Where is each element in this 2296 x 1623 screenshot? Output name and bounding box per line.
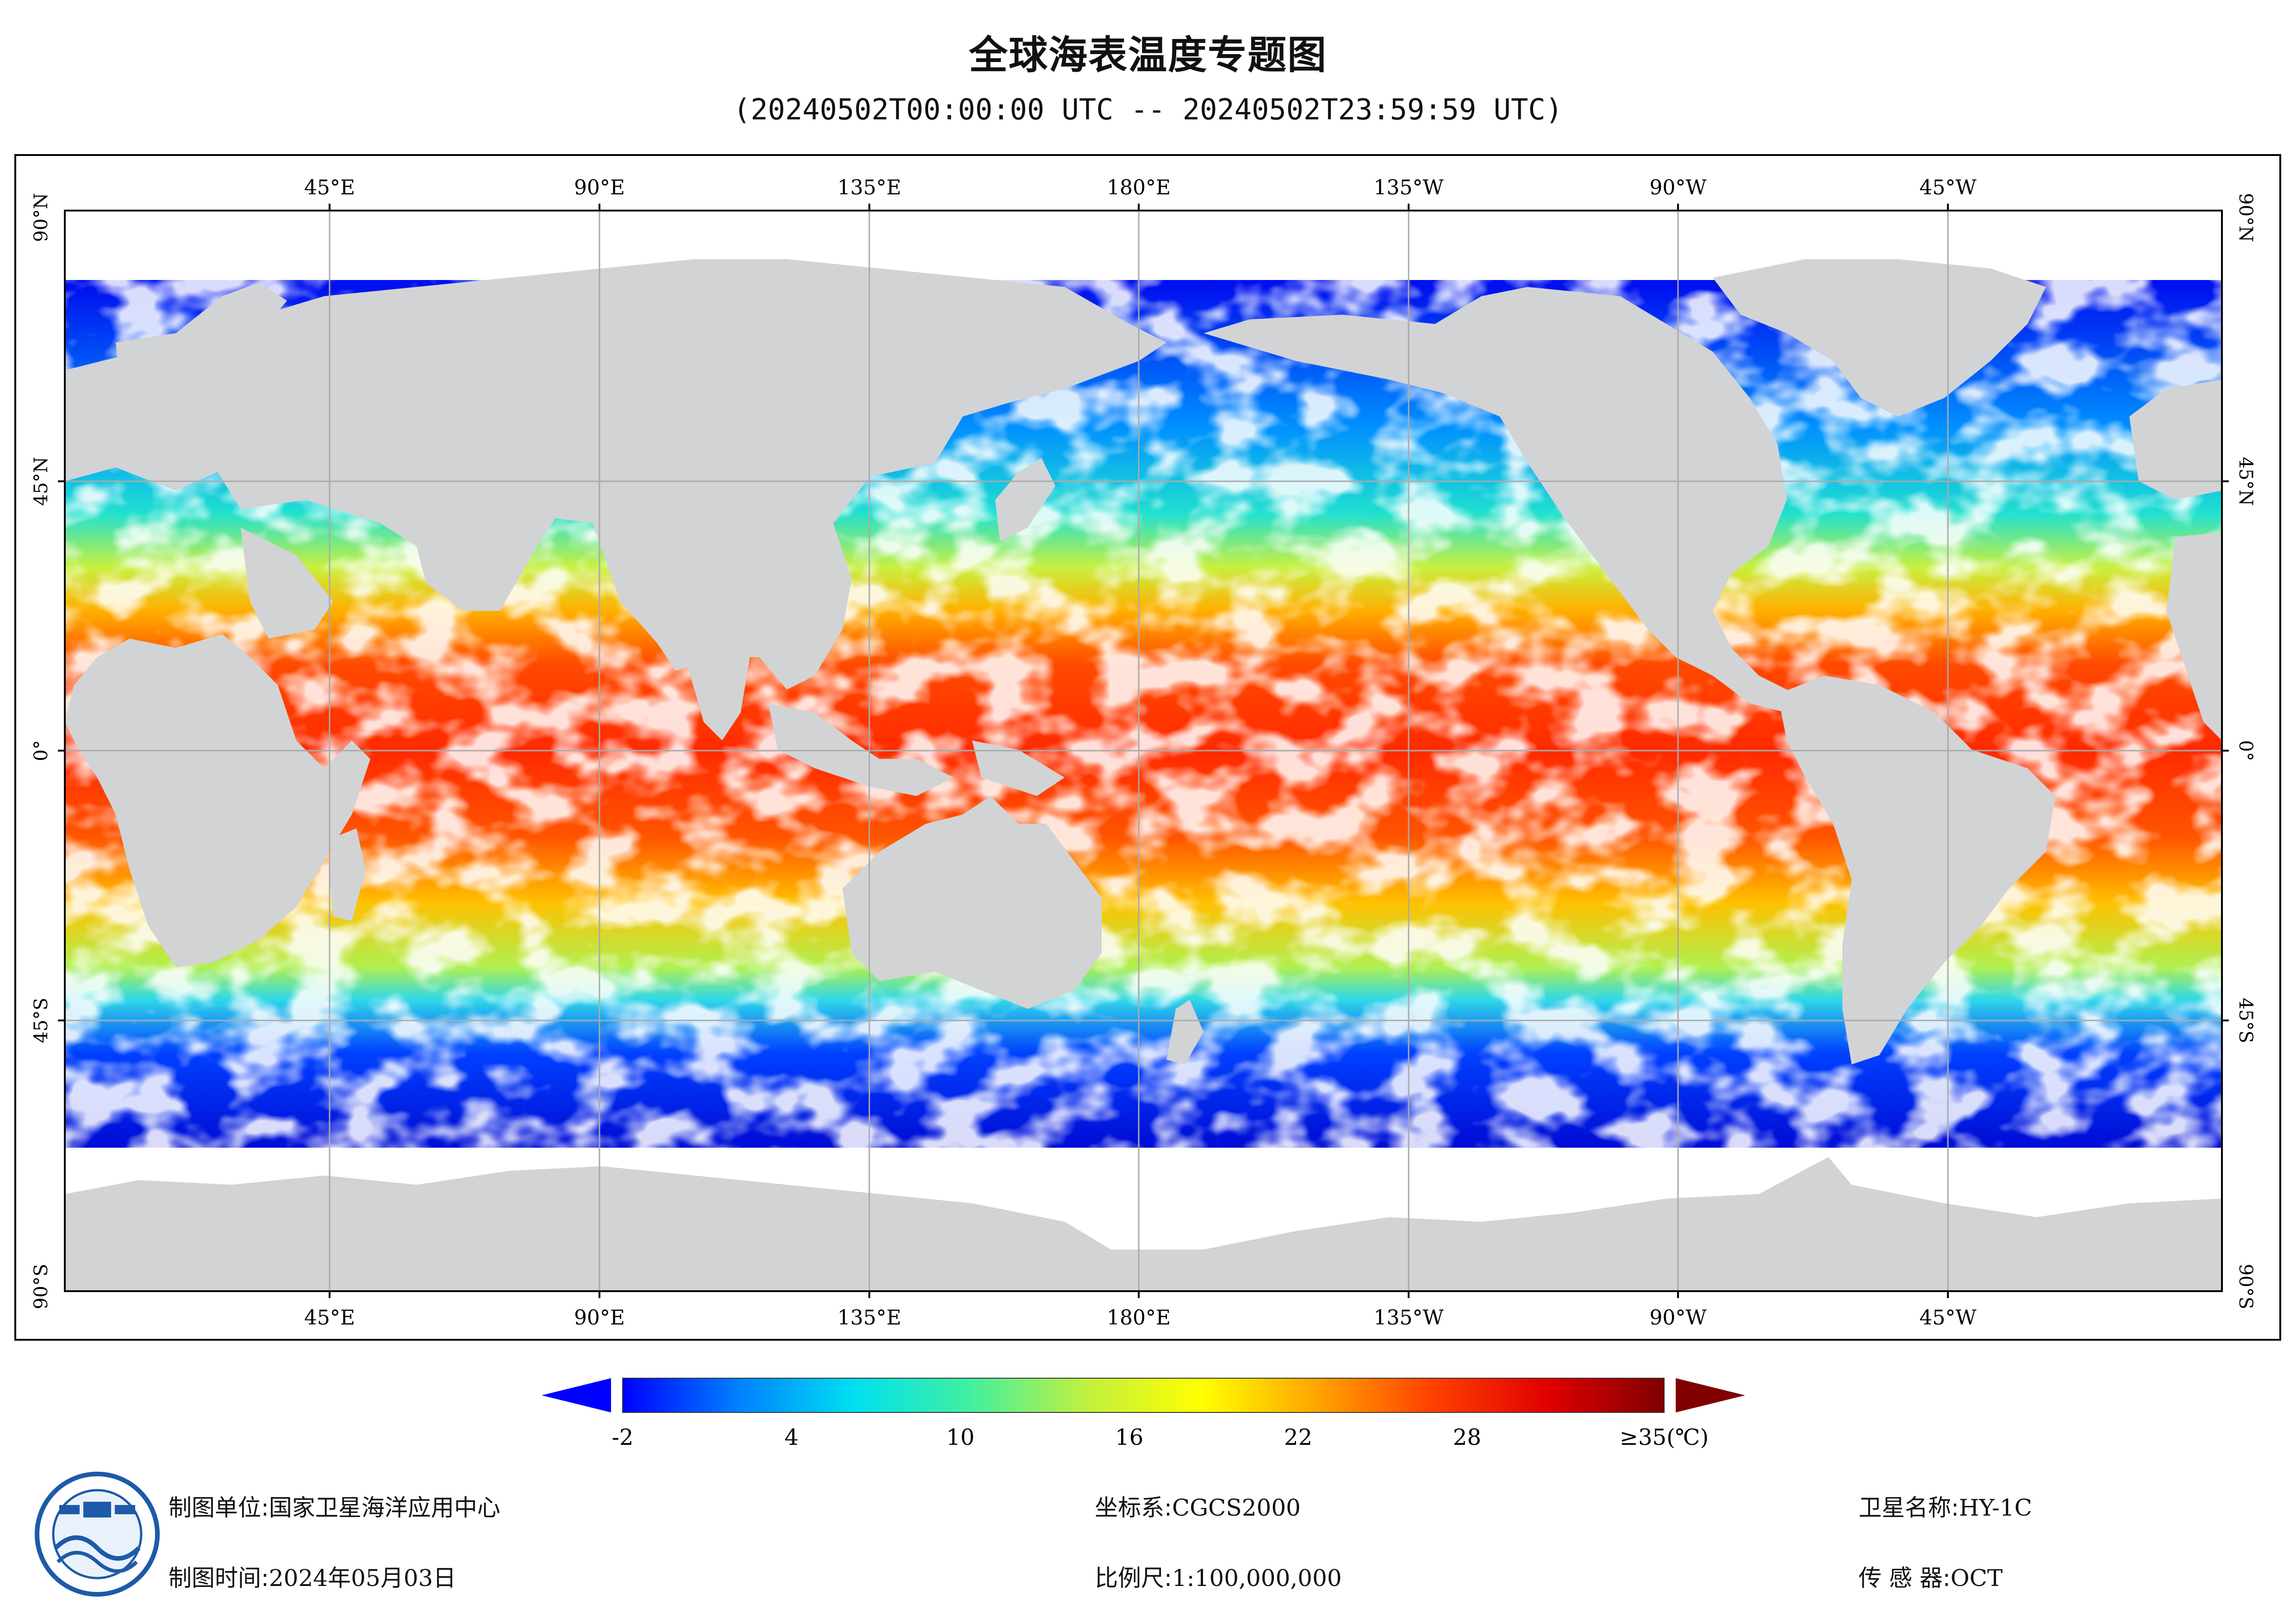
producer-info: 制图单位:国家卫星海洋应用中心 (168, 1489, 500, 1523)
legend-over-arrow (1676, 1378, 1745, 1412)
page-title: 全球海表温度专题图 (968, 32, 1327, 78)
land-madagascar (329, 828, 366, 921)
satellite-info: 卫星名称:HY-1C (1859, 1489, 2032, 1523)
bottom-longitude-labels: 45°E 90°E 135°E 180°E 135°W 90°W 45°W (304, 1306, 1977, 1330)
land-australia (842, 796, 1102, 1009)
legend-labels: -2 4 10 16 22 28 ≥35(℃) (612, 1424, 1709, 1450)
map-body (65, 211, 2222, 1291)
scale-value: 1:100,000,000 (1172, 1565, 1342, 1592)
land-japan (995, 458, 1055, 541)
sensor-value: OCT (1950, 1565, 2003, 1592)
lon-label-top: 45°W (1919, 176, 1977, 199)
nsoas-logo-icon (35, 1472, 160, 1597)
map-frame (14, 154, 2281, 1341)
land-europe-east (2129, 379, 2222, 500)
lon-label-bottom: 45°E (304, 1306, 355, 1330)
land-southeast-asia (657, 625, 750, 740)
land-antarctica (65, 1157, 2222, 1291)
lat-label-right: 45°N (2235, 457, 2256, 506)
lon-label-top: 90°E (574, 176, 625, 199)
lat-label-left: 90°S (31, 1264, 52, 1309)
time-range: (20240502T00:00:00 UTC -- 20240502T23:59… (733, 93, 1563, 126)
legend-tick-label: -2 (612, 1424, 634, 1450)
land-eurasia (65, 259, 1167, 690)
lat-label-right: 90°N (2235, 193, 2256, 242)
lon-label-bottom: 45°W (1919, 1306, 1977, 1330)
lon-label-top: 180°E (1107, 176, 1171, 199)
lon-label-bottom: 180°E (1107, 1306, 1171, 1330)
lon-label-top: 135°W (1373, 176, 1444, 199)
land-north-america (1204, 287, 1796, 713)
legend-tick-label: 28 (1453, 1424, 1481, 1450)
producer-label: 制图单位: (168, 1494, 269, 1521)
satellite-value: HY-1C (1959, 1494, 2032, 1521)
color-legend: -2 4 10 16 22 28 ≥35(℃) (542, 1378, 1745, 1450)
tick-marks (58, 204, 2229, 1298)
producer-value: 国家卫星海洋应用中心 (268, 1494, 500, 1521)
graticule (65, 211, 2222, 1291)
date-label: 制图时间: (168, 1565, 269, 1592)
left-latitude-labels: 90°N 45°N 0° 45°S 90°S (31, 193, 52, 1309)
land-masses (65, 259, 2222, 1291)
lon-label-bottom: 90°E (574, 1306, 625, 1330)
lat-label-left: 0° (31, 740, 52, 761)
land-scandinavia (116, 282, 287, 407)
crs-info: 坐标系:CGCS2000 (1095, 1489, 1301, 1523)
land-south-america (1778, 676, 2055, 1064)
crs-value: CGCS2000 (1172, 1494, 1301, 1521)
legend-tick-label: 16 (1115, 1424, 1143, 1450)
land-new-zealand (1167, 1000, 1204, 1064)
land-new-guinea (972, 740, 1065, 796)
lon-label-top: 90°W (1649, 176, 1707, 199)
scale-label: 比例尺: (1095, 1565, 1172, 1592)
right-latitude-labels: 90°N 45°N 0° 45°S 90°S (2235, 193, 2256, 1309)
date-info: 制图时间:2024年05月03日 (168, 1560, 456, 1593)
top-longitude-labels: 45°E 90°E 135°E 180°E 135°W 90°W 45°W (304, 176, 1977, 199)
lon-label-top: 135°E (837, 176, 901, 199)
lat-label-right: 0° (2235, 740, 2256, 761)
legend-tick-label: 22 (1284, 1424, 1312, 1450)
land-arabia (241, 528, 333, 639)
scale-info: 比例尺:1:100,000,000 (1095, 1560, 1342, 1593)
legend-under-arrow (542, 1378, 611, 1412)
land-greenland (1713, 259, 2046, 417)
legend-tick-label: ≥35(℃) (1620, 1424, 1709, 1450)
date-value: 2024年05月03日 (268, 1565, 456, 1592)
lon-label-bottom: 90°W (1649, 1306, 1707, 1330)
crs-label: 坐标系: (1095, 1494, 1172, 1521)
land-africa-west-edge (2166, 532, 2222, 740)
sensor-label: 传 感 器: (1859, 1565, 1951, 1592)
lon-label-top: 45°E (304, 176, 355, 199)
lon-label-bottom: 135°W (1373, 1306, 1444, 1330)
satellite-label: 卫星名称: (1859, 1494, 1959, 1521)
lat-label-left: 45°S (31, 998, 52, 1043)
legend-tick-label: 10 (946, 1424, 974, 1450)
land-indonesia (768, 703, 954, 796)
lat-label-left: 45°N (31, 457, 52, 506)
sensor-info: 传 感 器:OCT (1859, 1560, 2003, 1593)
land-africa (65, 634, 370, 967)
legend-tick-label: 4 (785, 1424, 799, 1450)
legend-colorbar (622, 1378, 1665, 1413)
lat-label-left: 90°N (31, 193, 52, 242)
lon-label-bottom: 135°E (837, 1306, 901, 1330)
lat-label-right: 90°S (2235, 1264, 2256, 1309)
lat-label-right: 45°S (2235, 998, 2256, 1043)
